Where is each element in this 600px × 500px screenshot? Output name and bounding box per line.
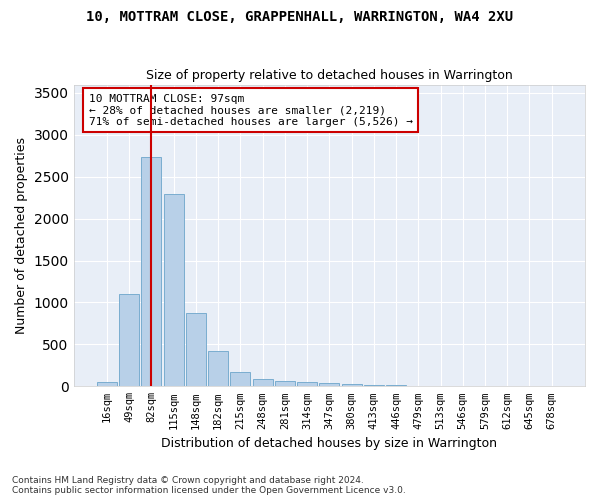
Y-axis label: Number of detached properties: Number of detached properties bbox=[15, 137, 28, 334]
Bar bbox=[186, 312, 206, 386]
Bar bbox=[341, 384, 362, 386]
Bar bbox=[141, 158, 161, 386]
Bar bbox=[319, 384, 339, 386]
Bar bbox=[297, 382, 317, 386]
Bar bbox=[119, 294, 139, 386]
Text: 10, MOTTRAM CLOSE, GRAPPENHALL, WARRINGTON, WA4 2XU: 10, MOTTRAM CLOSE, GRAPPENHALL, WARRINGT… bbox=[86, 10, 514, 24]
Bar bbox=[386, 384, 406, 386]
Bar bbox=[253, 379, 272, 386]
Bar bbox=[230, 372, 250, 386]
Title: Size of property relative to detached houses in Warrington: Size of property relative to detached ho… bbox=[146, 69, 512, 82]
Bar bbox=[97, 382, 117, 386]
X-axis label: Distribution of detached houses by size in Warrington: Distribution of detached houses by size … bbox=[161, 437, 497, 450]
Text: Contains HM Land Registry data © Crown copyright and database right 2024.
Contai: Contains HM Land Registry data © Crown c… bbox=[12, 476, 406, 495]
Bar bbox=[275, 382, 295, 386]
Bar bbox=[164, 194, 184, 386]
Text: 10 MOTTRAM CLOSE: 97sqm
← 28% of detached houses are smaller (2,219)
71% of semi: 10 MOTTRAM CLOSE: 97sqm ← 28% of detache… bbox=[89, 94, 413, 127]
Bar bbox=[208, 351, 228, 386]
